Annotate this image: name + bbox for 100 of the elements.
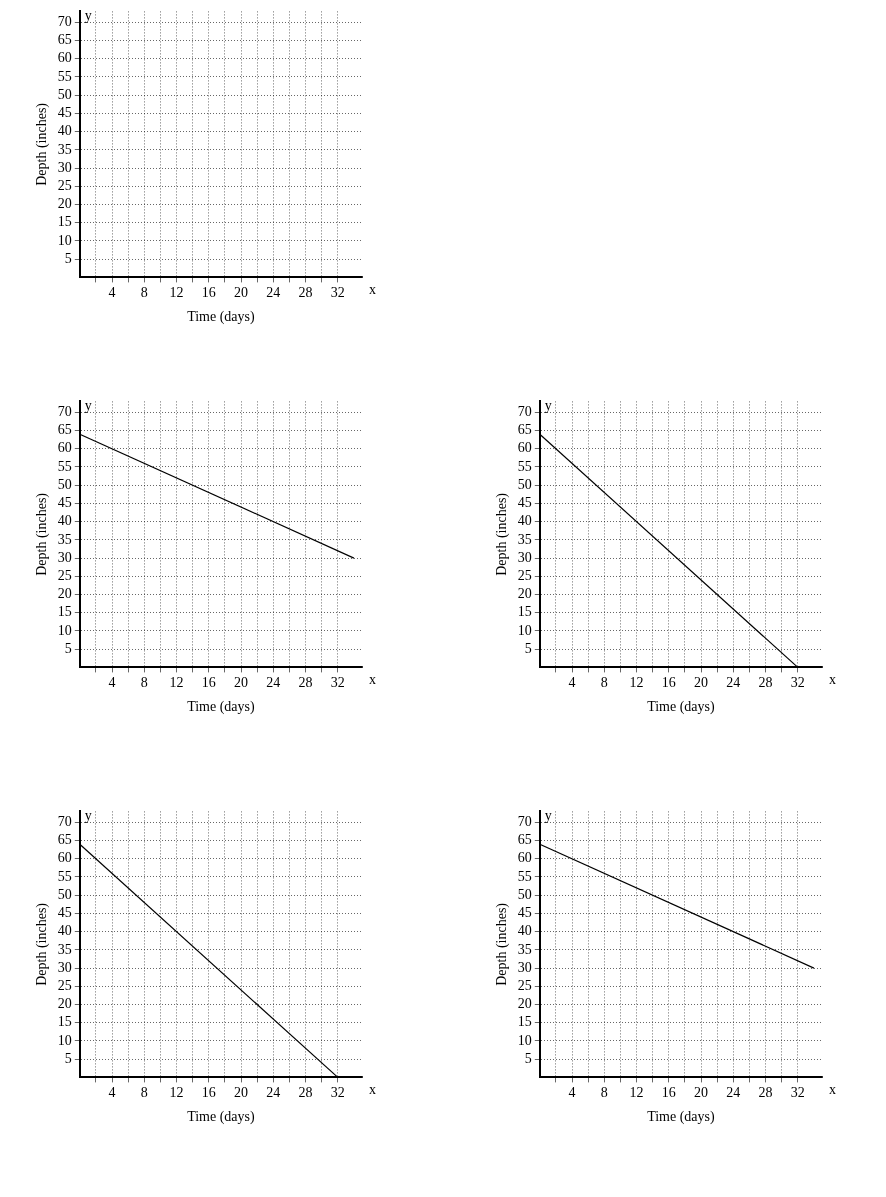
y-tick-label: 60 — [57, 850, 72, 866]
y-tick-label: 55 — [57, 458, 72, 474]
y-tick-label: 20 — [57, 586, 72, 602]
x-tick-label: 16 — [661, 1085, 676, 1101]
y-axis-title: Depth (inches) — [34, 492, 51, 576]
y-tick-label: 45 — [517, 905, 532, 921]
y-tick-label: 10 — [57, 1032, 72, 1048]
y-tick-label: 60 — [517, 850, 532, 866]
x-tick-label: 12 — [169, 1085, 184, 1101]
y-tick-label: 50 — [57, 86, 72, 102]
x-tick-label: 20 — [694, 1085, 709, 1101]
y-tick-label: 25 — [57, 177, 72, 193]
x-tick-label: 4 — [568, 675, 576, 691]
y-tick-label: 30 — [517, 549, 532, 565]
y-tick-label: 50 — [57, 886, 72, 902]
y-tick-label: 5 — [64, 250, 72, 266]
y-tick-label: 45 — [57, 495, 72, 511]
y-tick-label: 50 — [517, 886, 532, 902]
x-tick-label: 20 — [234, 675, 249, 691]
y-tick-label: 40 — [57, 513, 72, 529]
y-tick-label: 60 — [57, 50, 72, 66]
y-tick-label: 55 — [57, 68, 72, 84]
y-tick-label: 10 — [517, 622, 532, 638]
annotation: y — [544, 398, 552, 414]
y-tick-label: 20 — [57, 196, 72, 212]
y-tick-label: 35 — [517, 531, 532, 547]
x-tick-label: 28 — [758, 1085, 773, 1101]
x-tick-label: 12 — [169, 675, 184, 691]
x-axis-title: Time (days) — [647, 1109, 715, 1126]
y-tick-label: 30 — [57, 549, 72, 565]
y-tick-label: 65 — [57, 32, 72, 48]
y-tick-label: 5 — [64, 640, 72, 656]
y-tick-label: 40 — [57, 923, 72, 939]
y-tick-label: 15 — [57, 214, 72, 230]
y-tick-label: 5 — [524, 640, 532, 656]
y-tick-label: 70 — [57, 814, 72, 829]
y-axis-title: Depth (inches) — [34, 902, 51, 986]
y-tick-label: 35 — [57, 531, 72, 547]
x-axis-title: Time (days) — [187, 699, 255, 716]
y-tick-label: 5 — [64, 1050, 72, 1066]
y-tick-label: 40 — [517, 513, 532, 529]
x-tick-label: 28 — [758, 675, 773, 691]
x-tick-label: 24 — [726, 1085, 741, 1101]
y-tick-label: 65 — [57, 832, 72, 848]
x-tick-label: 8 — [140, 1085, 148, 1101]
x-axis-title: Time (days) — [647, 699, 715, 716]
y-tick-label: 5 — [524, 1050, 532, 1066]
y-tick-label: 60 — [57, 440, 72, 456]
y-tick-label: 40 — [517, 923, 532, 939]
x-tick-label: 8 — [140, 285, 148, 301]
x-tick-label: 20 — [234, 1085, 249, 1101]
y-tick-label: 10 — [57, 622, 72, 638]
x-tick-label: 8 — [600, 1085, 608, 1101]
y-tick-label: 10 — [517, 1032, 532, 1048]
y-tick-label: 45 — [57, 905, 72, 921]
x-tick-label: 16 — [201, 1085, 216, 1101]
x-tick-label: 24 — [266, 285, 281, 301]
y-tick-label: 50 — [57, 476, 72, 492]
x-tick-label: 24 — [726, 675, 741, 691]
x-tick-label: 4 — [108, 1085, 116, 1101]
y-tick-label: 35 — [57, 141, 72, 157]
x-tick-label: 28 — [298, 1085, 313, 1101]
y-tick-label: 15 — [57, 604, 72, 620]
y-tick-label: 15 — [517, 1014, 532, 1030]
y-tick-label: 65 — [57, 422, 72, 438]
y-tick-label: 70 — [517, 814, 532, 829]
annotation: y — [544, 808, 552, 824]
x-tick-label: 16 — [201, 675, 216, 691]
x-tick-label: 28 — [298, 675, 313, 691]
text: x — [369, 1082, 376, 1098]
text: x — [369, 282, 376, 298]
y-tick-label: 65 — [517, 422, 532, 438]
y-tick-label: 10 — [57, 232, 72, 248]
x-tick-label: 20 — [694, 675, 709, 691]
y-tick-label: 25 — [517, 567, 532, 583]
y-tick-label: 20 — [517, 996, 532, 1012]
y-tick-label: 25 — [57, 977, 72, 993]
y-tick-label: 70 — [517, 404, 532, 419]
x-tick-label: 4 — [568, 1085, 576, 1101]
x-tick-label: 4 — [108, 675, 116, 691]
annotation: y — [84, 398, 92, 414]
x-tick-label: 24 — [266, 675, 281, 691]
x-tick-label: 32 — [790, 1085, 805, 1101]
y-tick-label: 15 — [517, 604, 532, 620]
y-tick-label: 45 — [517, 495, 532, 511]
x-tick-label: 8 — [600, 675, 608, 691]
y-tick-label: 40 — [57, 123, 72, 139]
y-tick-label: 15 — [57, 1014, 72, 1030]
y-tick-label: 25 — [57, 567, 72, 583]
x-axis-title: Time (days) — [187, 309, 255, 326]
y-tick-label: 70 — [57, 404, 72, 419]
text: x — [829, 672, 836, 688]
y-axis-title: Depth (inches) — [34, 102, 51, 186]
x-tick-label: 24 — [266, 1085, 281, 1101]
x-tick-label: 32 — [790, 675, 805, 691]
annotation: y — [84, 808, 92, 824]
x-tick-label: 12 — [169, 285, 184, 301]
y-tick-label: 30 — [57, 959, 72, 975]
x-tick-label: 32 — [330, 285, 345, 301]
x-tick-label: 16 — [201, 285, 216, 301]
